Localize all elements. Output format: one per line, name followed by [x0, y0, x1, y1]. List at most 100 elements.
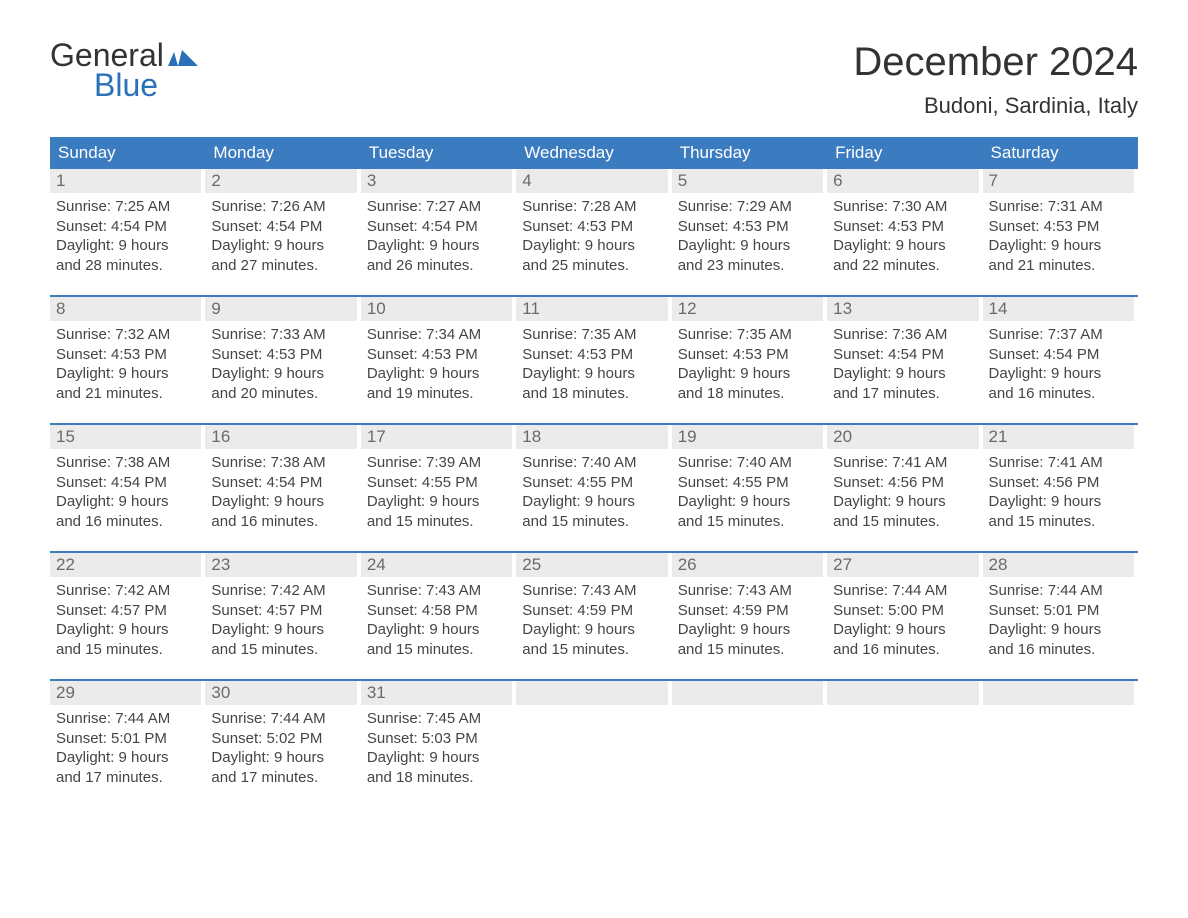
sunrise-text: Sunrise: 7:33 AM — [211, 325, 350, 345]
sunset-text: Sunset: 4:53 PM — [211, 345, 350, 365]
sunset-text: Sunset: 4:57 PM — [211, 601, 350, 621]
day-data: Sunrise: 7:38 AMSunset: 4:54 PMDaylight:… — [205, 449, 356, 537]
daylight-line2: and 16 minutes. — [56, 512, 195, 532]
day-data: Sunrise: 7:29 AMSunset: 4:53 PMDaylight:… — [672, 193, 823, 281]
empty-cell — [827, 681, 982, 793]
day-number: 12 — [672, 297, 823, 321]
day-data — [516, 705, 667, 785]
day-data: Sunrise: 7:38 AMSunset: 4:54 PMDaylight:… — [50, 449, 201, 537]
day-number: 20 — [827, 425, 978, 449]
day-data: Sunrise: 7:34 AMSunset: 4:53 PMDaylight:… — [361, 321, 512, 409]
sunrise-text: Sunrise: 7:29 AM — [678, 197, 817, 217]
sunset-text: Sunset: 4:54 PM — [211, 473, 350, 493]
logo-line1-wrap: General — [50, 40, 198, 70]
daylight-line2: and 16 minutes. — [989, 640, 1128, 660]
day-number: 18 — [516, 425, 667, 449]
daylight-line2: and 18 minutes. — [367, 768, 506, 788]
day-data: Sunrise: 7:27 AMSunset: 4:54 PMDaylight:… — [361, 193, 512, 281]
daylight-line2: and 15 minutes. — [678, 512, 817, 532]
day-number: 17 — [361, 425, 512, 449]
week-row: 15Sunrise: 7:38 AMSunset: 4:54 PMDayligh… — [50, 423, 1138, 537]
day-data: Sunrise: 7:39 AMSunset: 4:55 PMDaylight:… — [361, 449, 512, 537]
day-data — [672, 705, 823, 785]
weeks-container: 1Sunrise: 7:25 AMSunset: 4:54 PMDaylight… — [50, 169, 1138, 793]
daylight-line2: and 15 minutes. — [833, 512, 972, 532]
daylight-line1: Daylight: 9 hours — [678, 364, 817, 384]
sunset-text: Sunset: 4:55 PM — [367, 473, 506, 493]
week-row: 8Sunrise: 7:32 AMSunset: 4:53 PMDaylight… — [50, 295, 1138, 409]
day-data: Sunrise: 7:42 AMSunset: 4:57 PMDaylight:… — [205, 577, 356, 665]
daylight-line1: Daylight: 9 hours — [833, 492, 972, 512]
day-number: 11 — [516, 297, 667, 321]
daylight-line1: Daylight: 9 hours — [678, 236, 817, 256]
day-cell: 29Sunrise: 7:44 AMSunset: 5:01 PMDayligh… — [50, 681, 205, 793]
daylight-line1: Daylight: 9 hours — [56, 236, 195, 256]
day-cell: 5Sunrise: 7:29 AMSunset: 4:53 PMDaylight… — [672, 169, 827, 281]
sunset-text: Sunset: 5:02 PM — [211, 729, 350, 749]
day-data: Sunrise: 7:26 AMSunset: 4:54 PMDaylight:… — [205, 193, 356, 281]
sunset-text: Sunset: 4:53 PM — [989, 217, 1128, 237]
daylight-line2: and 15 minutes. — [367, 640, 506, 660]
day-number: 4 — [516, 169, 667, 193]
sunset-text: Sunset: 4:57 PM — [56, 601, 195, 621]
day-data: Sunrise: 7:36 AMSunset: 4:54 PMDaylight:… — [827, 321, 978, 409]
daylight-line2: and 21 minutes. — [989, 256, 1128, 276]
daylight-line1: Daylight: 9 hours — [522, 492, 661, 512]
sunrise-text: Sunrise: 7:27 AM — [367, 197, 506, 217]
empty-cell — [672, 681, 827, 793]
day-cell: 8Sunrise: 7:32 AMSunset: 4:53 PMDaylight… — [50, 297, 205, 409]
sunrise-text: Sunrise: 7:31 AM — [989, 197, 1128, 217]
daylight-line2: and 16 minutes. — [211, 512, 350, 532]
daylight-line2: and 17 minutes. — [211, 768, 350, 788]
day-data — [983, 705, 1134, 785]
daylight-line2: and 15 minutes. — [56, 640, 195, 660]
sunset-text: Sunset: 5:00 PM — [833, 601, 972, 621]
day-cell: 30Sunrise: 7:44 AMSunset: 5:02 PMDayligh… — [205, 681, 360, 793]
sunrise-text: Sunrise: 7:44 AM — [989, 581, 1128, 601]
day-number: 21 — [983, 425, 1134, 449]
day-cell: 31Sunrise: 7:45 AMSunset: 5:03 PMDayligh… — [361, 681, 516, 793]
sunrise-text: Sunrise: 7:39 AM — [367, 453, 506, 473]
dayhead-wednesday: Wednesday — [516, 137, 671, 169]
day-data: Sunrise: 7:32 AMSunset: 4:53 PMDaylight:… — [50, 321, 201, 409]
day-cell: 18Sunrise: 7:40 AMSunset: 4:55 PMDayligh… — [516, 425, 671, 537]
daylight-line2: and 15 minutes. — [989, 512, 1128, 532]
sunset-text: Sunset: 4:54 PM — [367, 217, 506, 237]
day-cell: 16Sunrise: 7:38 AMSunset: 4:54 PMDayligh… — [205, 425, 360, 537]
sunrise-text: Sunrise: 7:28 AM — [522, 197, 661, 217]
day-data: Sunrise: 7:44 AMSunset: 5:00 PMDaylight:… — [827, 577, 978, 665]
day-number: 24 — [361, 553, 512, 577]
day-number: 15 — [50, 425, 201, 449]
day-data: Sunrise: 7:40 AMSunset: 4:55 PMDaylight:… — [672, 449, 823, 537]
day-number: 7 — [983, 169, 1134, 193]
day-number — [516, 681, 667, 705]
day-data: Sunrise: 7:44 AMSunset: 5:01 PMDaylight:… — [983, 577, 1134, 665]
daylight-line1: Daylight: 9 hours — [989, 620, 1128, 640]
day-number: 9 — [205, 297, 356, 321]
day-data: Sunrise: 7:44 AMSunset: 5:02 PMDaylight:… — [205, 705, 356, 793]
day-cell: 7Sunrise: 7:31 AMSunset: 4:53 PMDaylight… — [983, 169, 1138, 281]
sunrise-text: Sunrise: 7:45 AM — [367, 709, 506, 729]
daylight-line1: Daylight: 9 hours — [522, 620, 661, 640]
sunrise-text: Sunrise: 7:43 AM — [522, 581, 661, 601]
sunset-text: Sunset: 4:55 PM — [678, 473, 817, 493]
day-data: Sunrise: 7:41 AMSunset: 4:56 PMDaylight:… — [827, 449, 978, 537]
day-number — [983, 681, 1134, 705]
daylight-line2: and 28 minutes. — [56, 256, 195, 276]
daylight-line2: and 15 minutes. — [522, 512, 661, 532]
daylight-line2: and 15 minutes. — [211, 640, 350, 660]
daylight-line2: and 19 minutes. — [367, 384, 506, 404]
day-cell: 22Sunrise: 7:42 AMSunset: 4:57 PMDayligh… — [50, 553, 205, 665]
day-cell: 9Sunrise: 7:33 AMSunset: 4:53 PMDaylight… — [205, 297, 360, 409]
sunset-text: Sunset: 5:01 PM — [989, 601, 1128, 621]
sunrise-text: Sunrise: 7:44 AM — [211, 709, 350, 729]
logo-line1: General — [50, 40, 164, 70]
week-row: 1Sunrise: 7:25 AMSunset: 4:54 PMDaylight… — [50, 169, 1138, 281]
sunset-text: Sunset: 4:53 PM — [678, 217, 817, 237]
sunset-text: Sunset: 4:59 PM — [678, 601, 817, 621]
sunset-text: Sunset: 4:59 PM — [522, 601, 661, 621]
sunrise-text: Sunrise: 7:32 AM — [56, 325, 195, 345]
dayhead-tuesday: Tuesday — [361, 137, 516, 169]
daylight-line1: Daylight: 9 hours — [367, 620, 506, 640]
sunrise-text: Sunrise: 7:41 AM — [989, 453, 1128, 473]
